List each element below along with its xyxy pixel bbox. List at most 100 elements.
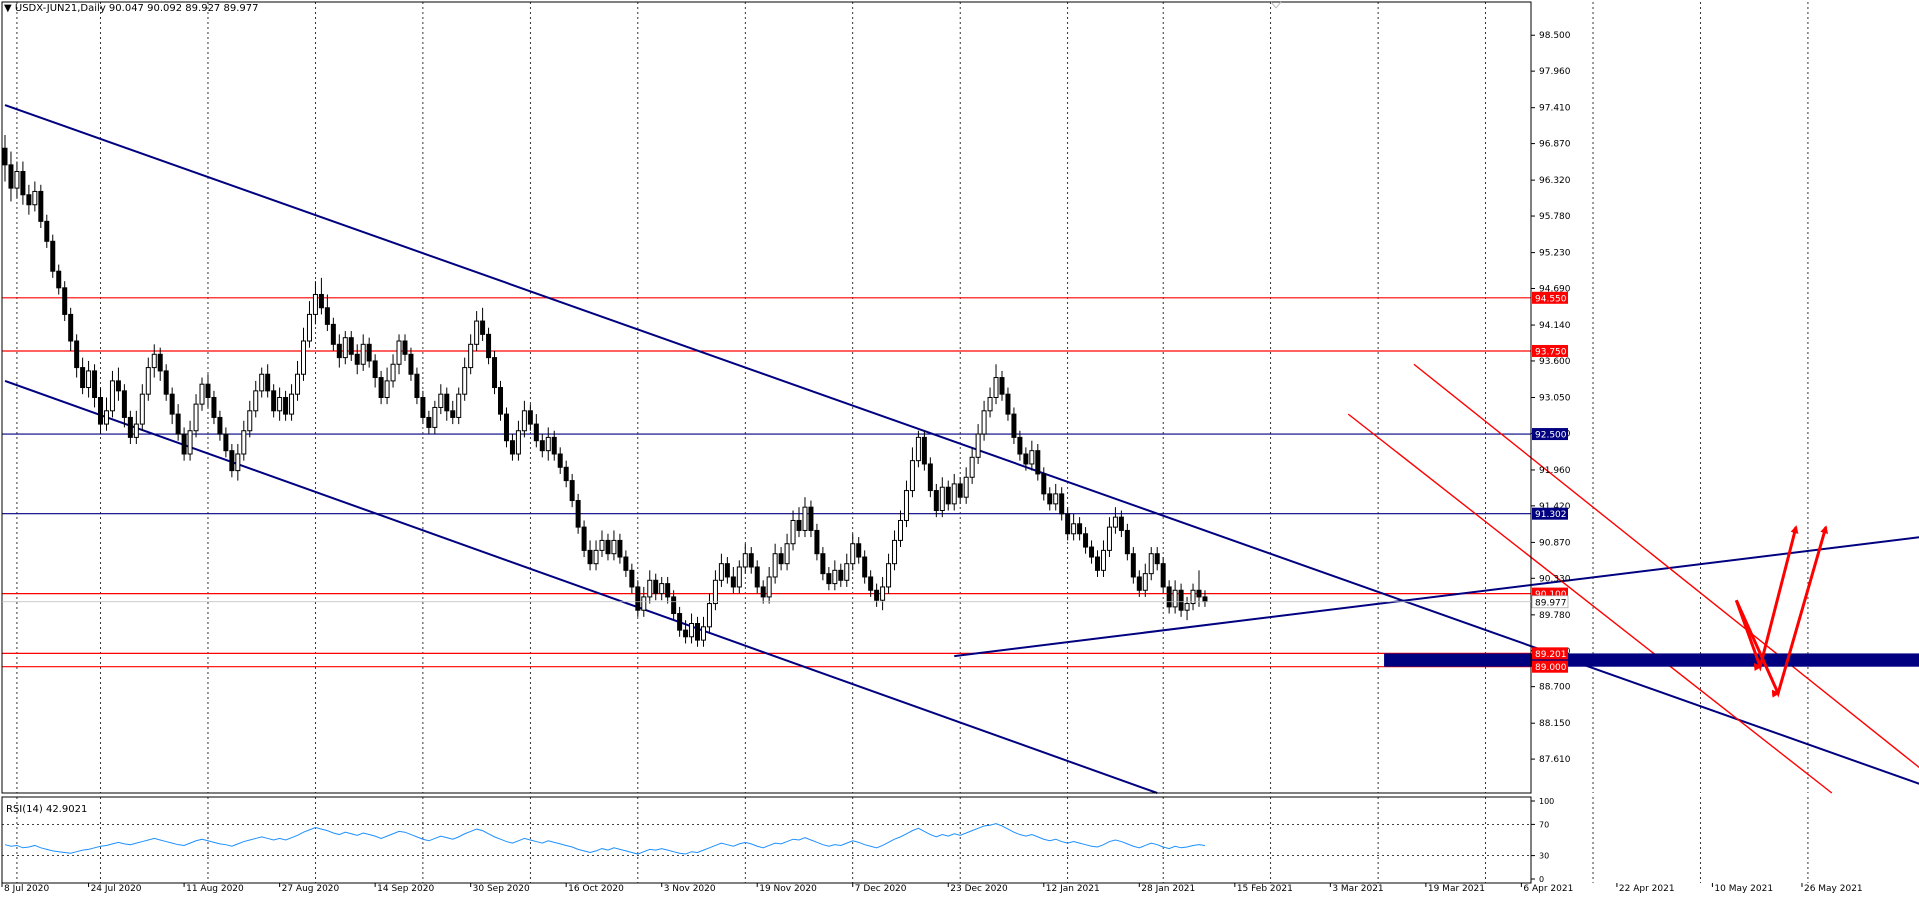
candle-body: [1196, 589, 1202, 598]
candle-body: [98, 397, 104, 425]
candle-body: [1184, 603, 1190, 611]
red-channel-upper: [1413, 363, 1919, 769]
price-tag-label: 91.302: [1535, 510, 1567, 520]
candle-body: [1011, 413, 1017, 438]
candle-body: [295, 373, 301, 395]
candle-body: [927, 463, 933, 492]
candle-body: [1023, 453, 1029, 465]
ohlc-open: 90.047: [108, 3, 144, 14]
candle-body: [109, 380, 115, 412]
candle-body: [354, 353, 360, 365]
candle-body: [593, 549, 599, 565]
candle-body: [68, 313, 74, 342]
candle-body: [623, 556, 629, 571]
candle-body: [503, 413, 509, 442]
candle-body: [366, 343, 372, 362]
candle-body: [689, 623, 695, 638]
candle-body: [205, 383, 211, 398]
time-axis[interactable]: 8 Jul 2020 24 Jul 2020 11 Aug 2020 27 Aug 2…: [1, 883, 1863, 894]
candle-body: [187, 430, 193, 455]
candle-body: [772, 553, 778, 578]
x-tick-label: 16 Oct 2020: [568, 884, 624, 894]
rsi-subwindow: [2, 823, 1531, 856]
candle-body: [2, 147, 8, 166]
candle-body: [635, 586, 641, 611]
candle-body: [850, 543, 856, 565]
candle-body: [599, 539, 605, 551]
candle-body: [62, 287, 68, 315]
candle-body: [492, 357, 498, 389]
x-tick-label: 10 May 2021: [1714, 884, 1773, 894]
candle-body: [1154, 553, 1160, 565]
grid-layer: [16, 2, 1809, 883]
shift-marker: [1275, 1, 1282, 9]
y-tick-label: 96.870: [1539, 140, 1571, 150]
candle-body: [814, 529, 820, 555]
x-tick-label: 14 Sep 2020: [377, 884, 434, 894]
candle-body: [569, 480, 575, 502]
collapse-triangle-icon[interactable]: ▼: [4, 3, 12, 14]
candle-body: [1190, 589, 1196, 605]
x-tick-label: 15 Feb 2021: [1237, 884, 1293, 894]
candle-body: [933, 490, 939, 512]
candle-body: [169, 393, 175, 415]
candle-body: [963, 476, 969, 498]
y-tick-label: 96.320: [1539, 176, 1571, 186]
candle-body: [557, 453, 563, 468]
candle-body: [324, 307, 330, 325]
candle-body: [533, 423, 539, 442]
demand-zone: [1384, 653, 1919, 667]
candle-body: [802, 506, 808, 531]
y-tick-label: 94.690: [1539, 284, 1571, 294]
candle-body: [945, 486, 951, 505]
candle-body: [474, 320, 480, 345]
candle-body: [384, 380, 390, 399]
x-tick-label: 7 Dec 2020: [855, 884, 907, 894]
candle-body: [1071, 523, 1077, 535]
candle-body: [766, 576, 772, 598]
candle-body: [820, 553, 826, 575]
candle-body: [563, 466, 569, 482]
candle-body: [8, 164, 14, 189]
price-tag: [1532, 428, 1568, 441]
arrows-layer: [1734, 525, 1829, 698]
x-tick-label: 3 Mar 2021: [1332, 884, 1383, 894]
candle-body: [1112, 516, 1118, 528]
candle-body: [796, 519, 802, 531]
descending-channel-upper: [4, 104, 1919, 785]
rsi-tick-label: 30: [1539, 852, 1549, 861]
candle-body: [1172, 589, 1178, 608]
candle-body: [127, 416, 133, 438]
candle-body: [951, 483, 957, 505]
rsi-pane-frame: [1, 796, 1532, 884]
price-tag-label: 90.100: [1535, 590, 1567, 600]
candle-body: [121, 390, 127, 418]
candle-body: [318, 293, 324, 309]
candle-body: [1100, 549, 1106, 571]
candle-body: [683, 629, 689, 638]
candle-body: [1106, 526, 1112, 551]
candle-body: [480, 320, 486, 335]
candle-body: [605, 539, 611, 555]
candle-body: [372, 360, 378, 379]
rsi-tick-label: 100: [1539, 797, 1554, 806]
candle-body: [969, 456, 975, 478]
x-tick-label: 24 Jul 2020: [91, 884, 142, 894]
candle-body: [838, 569, 844, 581]
candle-body: [790, 519, 796, 545]
candle-body: [92, 370, 98, 399]
candle-body: [1148, 553, 1154, 575]
candle-body: [456, 393, 462, 418]
y-tick-label: 94.140: [1539, 321, 1571, 331]
x-tick-label: 26 May 2021: [1804, 884, 1863, 894]
candle-body: [396, 340, 402, 365]
candle-body: [832, 569, 838, 585]
x-tick-label: 28 Jan 2021: [1141, 884, 1195, 894]
chart-header: ▼ USDX-JUN21,Daily 90.047 90.092 89.927 …: [4, 3, 258, 14]
x-tick-label: 22 Apr 2021: [1619, 884, 1675, 894]
candle-body: [886, 563, 892, 588]
projection-arrow: [1734, 525, 1829, 698]
candle-body: [181, 433, 187, 455]
y-tick-label: 93.600: [1539, 357, 1571, 367]
